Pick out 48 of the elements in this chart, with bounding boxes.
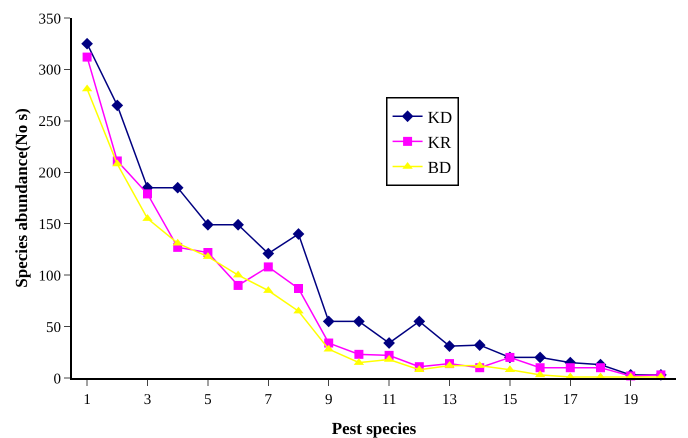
x-tick-label: 13 bbox=[442, 392, 457, 408]
x-tick-label: 1 bbox=[83, 392, 91, 408]
y-tick-label: 300 bbox=[38, 62, 61, 79]
legend-label: KD bbox=[428, 108, 452, 127]
point bbox=[474, 339, 486, 351]
point bbox=[413, 316, 426, 328]
legend-label: KR bbox=[428, 132, 452, 152]
point bbox=[414, 365, 424, 372]
x-tick-label: 9 bbox=[324, 392, 332, 408]
point bbox=[202, 218, 214, 231]
point bbox=[294, 284, 303, 294]
y-tick-label: 100 bbox=[38, 268, 61, 284]
point bbox=[111, 100, 124, 112]
x-tick-label: 5 bbox=[204, 392, 212, 408]
x-tick-label: 11 bbox=[382, 392, 396, 408]
x-tick-label: 17 bbox=[562, 392, 578, 408]
y-tick-label: 350 bbox=[38, 11, 61, 28]
point bbox=[292, 228, 304, 240]
point bbox=[172, 182, 184, 194]
point bbox=[383, 337, 395, 349]
point bbox=[262, 248, 274, 260]
point bbox=[444, 340, 456, 352]
y-tick-label: 150 bbox=[38, 216, 61, 233]
point bbox=[82, 52, 92, 62]
y-tick-label: 250 bbox=[38, 114, 61, 130]
x-axis-title: Pest species bbox=[332, 419, 417, 438]
point bbox=[354, 350, 364, 359]
point bbox=[81, 38, 93, 50]
x-tick-label: 3 bbox=[144, 392, 152, 408]
point bbox=[536, 363, 545, 372]
point bbox=[534, 352, 546, 364]
point bbox=[234, 280, 243, 290]
point bbox=[596, 363, 605, 372]
x-tick-label: 15 bbox=[502, 392, 518, 408]
point bbox=[172, 238, 183, 246]
y-tick-label: 50 bbox=[46, 320, 61, 336]
y-axis-title: Species abundance(No s) bbox=[12, 108, 31, 288]
point bbox=[353, 316, 365, 328]
x-tick-label: 19 bbox=[623, 392, 638, 408]
point bbox=[264, 262, 273, 272]
point bbox=[232, 218, 244, 231]
point bbox=[322, 316, 335, 328]
legend-label: BD bbox=[428, 158, 452, 178]
x-tick-label: 7 bbox=[264, 392, 273, 408]
y-tick-label: 200 bbox=[38, 166, 61, 182]
point bbox=[566, 363, 575, 372]
point bbox=[143, 189, 152, 198]
y-tick-label: 0 bbox=[54, 371, 61, 388]
